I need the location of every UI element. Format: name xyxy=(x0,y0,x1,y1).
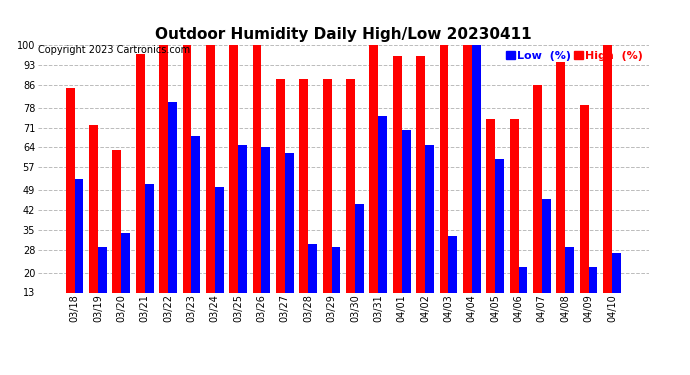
Bar xyxy=(416,56,425,330)
Bar xyxy=(75,179,83,330)
Bar xyxy=(323,79,332,330)
Bar xyxy=(168,102,177,330)
Bar xyxy=(183,45,191,330)
Bar xyxy=(448,236,457,330)
Bar xyxy=(89,124,98,330)
Bar xyxy=(308,244,317,330)
Bar xyxy=(215,187,224,330)
Bar xyxy=(612,253,621,330)
Bar xyxy=(495,159,504,330)
Bar xyxy=(253,45,262,330)
Bar xyxy=(191,136,200,330)
Bar xyxy=(589,267,598,330)
Bar xyxy=(472,45,481,330)
Bar xyxy=(346,79,355,330)
Legend: Low  (%), High  (%): Low (%), High (%) xyxy=(506,51,643,60)
Title: Outdoor Humidity Daily High/Low 20230411: Outdoor Humidity Daily High/Low 20230411 xyxy=(155,27,531,42)
Text: Copyright 2023 Cartronics.com: Copyright 2023 Cartronics.com xyxy=(38,45,190,55)
Bar xyxy=(580,105,589,330)
Bar xyxy=(145,184,154,330)
Bar xyxy=(159,45,168,330)
Bar xyxy=(603,45,612,330)
Bar xyxy=(262,147,270,330)
Bar xyxy=(238,145,247,330)
Bar xyxy=(542,199,551,330)
Bar xyxy=(285,153,294,330)
Bar xyxy=(556,62,565,330)
Bar xyxy=(510,119,518,330)
Bar xyxy=(463,45,472,330)
Bar xyxy=(378,116,387,330)
Bar xyxy=(518,267,527,330)
Bar xyxy=(136,54,145,330)
Bar xyxy=(98,247,107,330)
Bar xyxy=(299,79,308,330)
Bar xyxy=(486,119,495,330)
Bar xyxy=(533,85,542,330)
Bar xyxy=(112,150,121,330)
Bar xyxy=(121,233,130,330)
Bar xyxy=(440,45,449,330)
Bar xyxy=(369,45,378,330)
Bar xyxy=(565,247,574,330)
Bar xyxy=(425,145,434,330)
Bar xyxy=(276,79,285,330)
Bar xyxy=(355,204,364,330)
Bar xyxy=(229,45,238,330)
Bar xyxy=(393,56,402,330)
Bar xyxy=(402,130,411,330)
Bar xyxy=(206,45,215,330)
Bar xyxy=(66,88,75,330)
Bar xyxy=(332,247,340,330)
